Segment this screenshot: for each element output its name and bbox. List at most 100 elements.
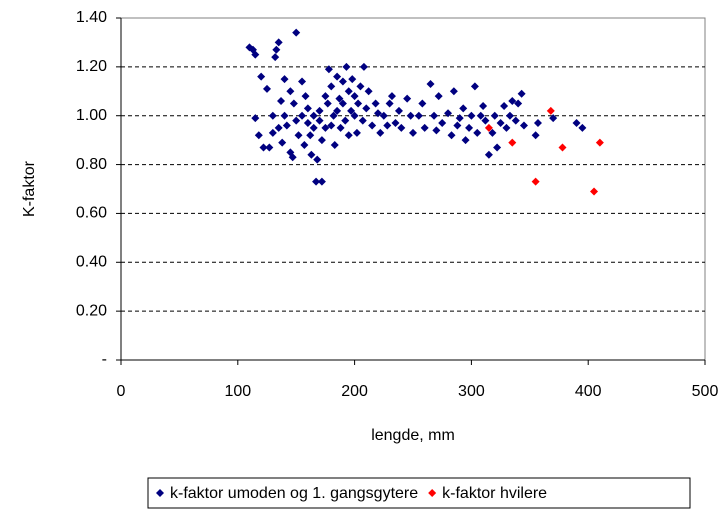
y-tick-label: 1.20 xyxy=(76,58,107,75)
point xyxy=(473,128,482,137)
point xyxy=(341,116,350,125)
point xyxy=(385,99,394,108)
point xyxy=(248,45,257,54)
legend-marker xyxy=(156,489,164,497)
point xyxy=(414,111,423,120)
point xyxy=(352,128,361,137)
y-tick-label: - xyxy=(102,351,107,368)
point xyxy=(549,114,558,123)
point xyxy=(595,138,604,147)
point xyxy=(517,89,526,98)
y-tick-label: 1.40 xyxy=(76,9,107,26)
point xyxy=(289,99,298,108)
legend xyxy=(147,477,691,509)
point xyxy=(362,104,371,113)
point xyxy=(309,123,318,132)
legend-label: k-faktor umoden og 1. gangsgytere xyxy=(170,485,418,502)
point xyxy=(268,111,277,120)
point xyxy=(333,72,342,81)
point xyxy=(397,123,406,132)
point xyxy=(426,79,435,88)
point xyxy=(350,111,359,120)
point xyxy=(519,121,528,130)
point xyxy=(383,121,392,130)
point xyxy=(546,106,555,115)
point xyxy=(329,111,338,120)
point xyxy=(286,87,295,96)
point xyxy=(323,99,332,108)
point xyxy=(533,119,542,128)
point xyxy=(280,75,289,84)
point xyxy=(344,87,353,96)
point xyxy=(330,141,339,150)
point xyxy=(470,82,479,91)
point xyxy=(467,111,476,120)
point xyxy=(590,187,599,196)
point xyxy=(359,62,368,71)
point xyxy=(327,121,336,130)
x-axis-label: lengde, mm xyxy=(371,427,455,444)
point xyxy=(265,143,274,152)
x-tick-label: 200 xyxy=(341,383,368,400)
point xyxy=(344,131,353,140)
legend-marker xyxy=(428,489,437,497)
point xyxy=(387,92,396,101)
point xyxy=(479,101,488,110)
point xyxy=(406,111,415,120)
point xyxy=(268,128,277,137)
point xyxy=(309,111,318,120)
point xyxy=(371,99,380,108)
point xyxy=(271,53,280,62)
point xyxy=(493,143,502,152)
y-axis-label: K-faktor xyxy=(21,160,38,217)
point xyxy=(403,94,412,103)
point xyxy=(356,82,365,91)
x-tick-label: 500 xyxy=(692,383,719,400)
x-tick-label: 300 xyxy=(458,383,485,400)
point xyxy=(303,119,312,128)
point xyxy=(373,109,382,118)
point xyxy=(301,92,310,101)
x-tick-label: 400 xyxy=(575,383,602,400)
point xyxy=(272,45,281,54)
point xyxy=(263,84,271,93)
y-tick-label: 1.00 xyxy=(76,107,107,124)
point xyxy=(453,121,462,130)
point xyxy=(292,116,301,125)
point xyxy=(505,111,514,120)
point xyxy=(315,116,324,125)
point xyxy=(251,114,260,123)
point xyxy=(333,106,342,115)
y-tick-label: 0.40 xyxy=(76,254,107,271)
point xyxy=(280,111,289,120)
point xyxy=(481,116,490,125)
point xyxy=(572,119,581,128)
point xyxy=(461,136,470,145)
point xyxy=(488,128,497,137)
point xyxy=(335,94,344,103)
point xyxy=(298,77,307,86)
point xyxy=(432,126,441,135)
point xyxy=(254,131,263,140)
point xyxy=(430,111,439,120)
legend-label: k-faktor hvilere xyxy=(442,485,547,502)
point xyxy=(531,131,540,140)
point xyxy=(438,119,447,128)
point xyxy=(514,99,523,108)
point xyxy=(444,109,453,118)
point xyxy=(342,62,351,71)
point xyxy=(303,104,312,113)
point xyxy=(394,106,403,115)
point xyxy=(358,116,367,125)
point xyxy=(324,65,333,74)
point xyxy=(350,92,359,101)
point xyxy=(312,177,321,186)
point xyxy=(282,121,291,130)
point xyxy=(490,111,499,120)
point xyxy=(502,123,511,132)
y-tick-label: 0.20 xyxy=(76,302,107,319)
point xyxy=(347,106,356,115)
point xyxy=(476,111,485,120)
point xyxy=(278,138,287,147)
